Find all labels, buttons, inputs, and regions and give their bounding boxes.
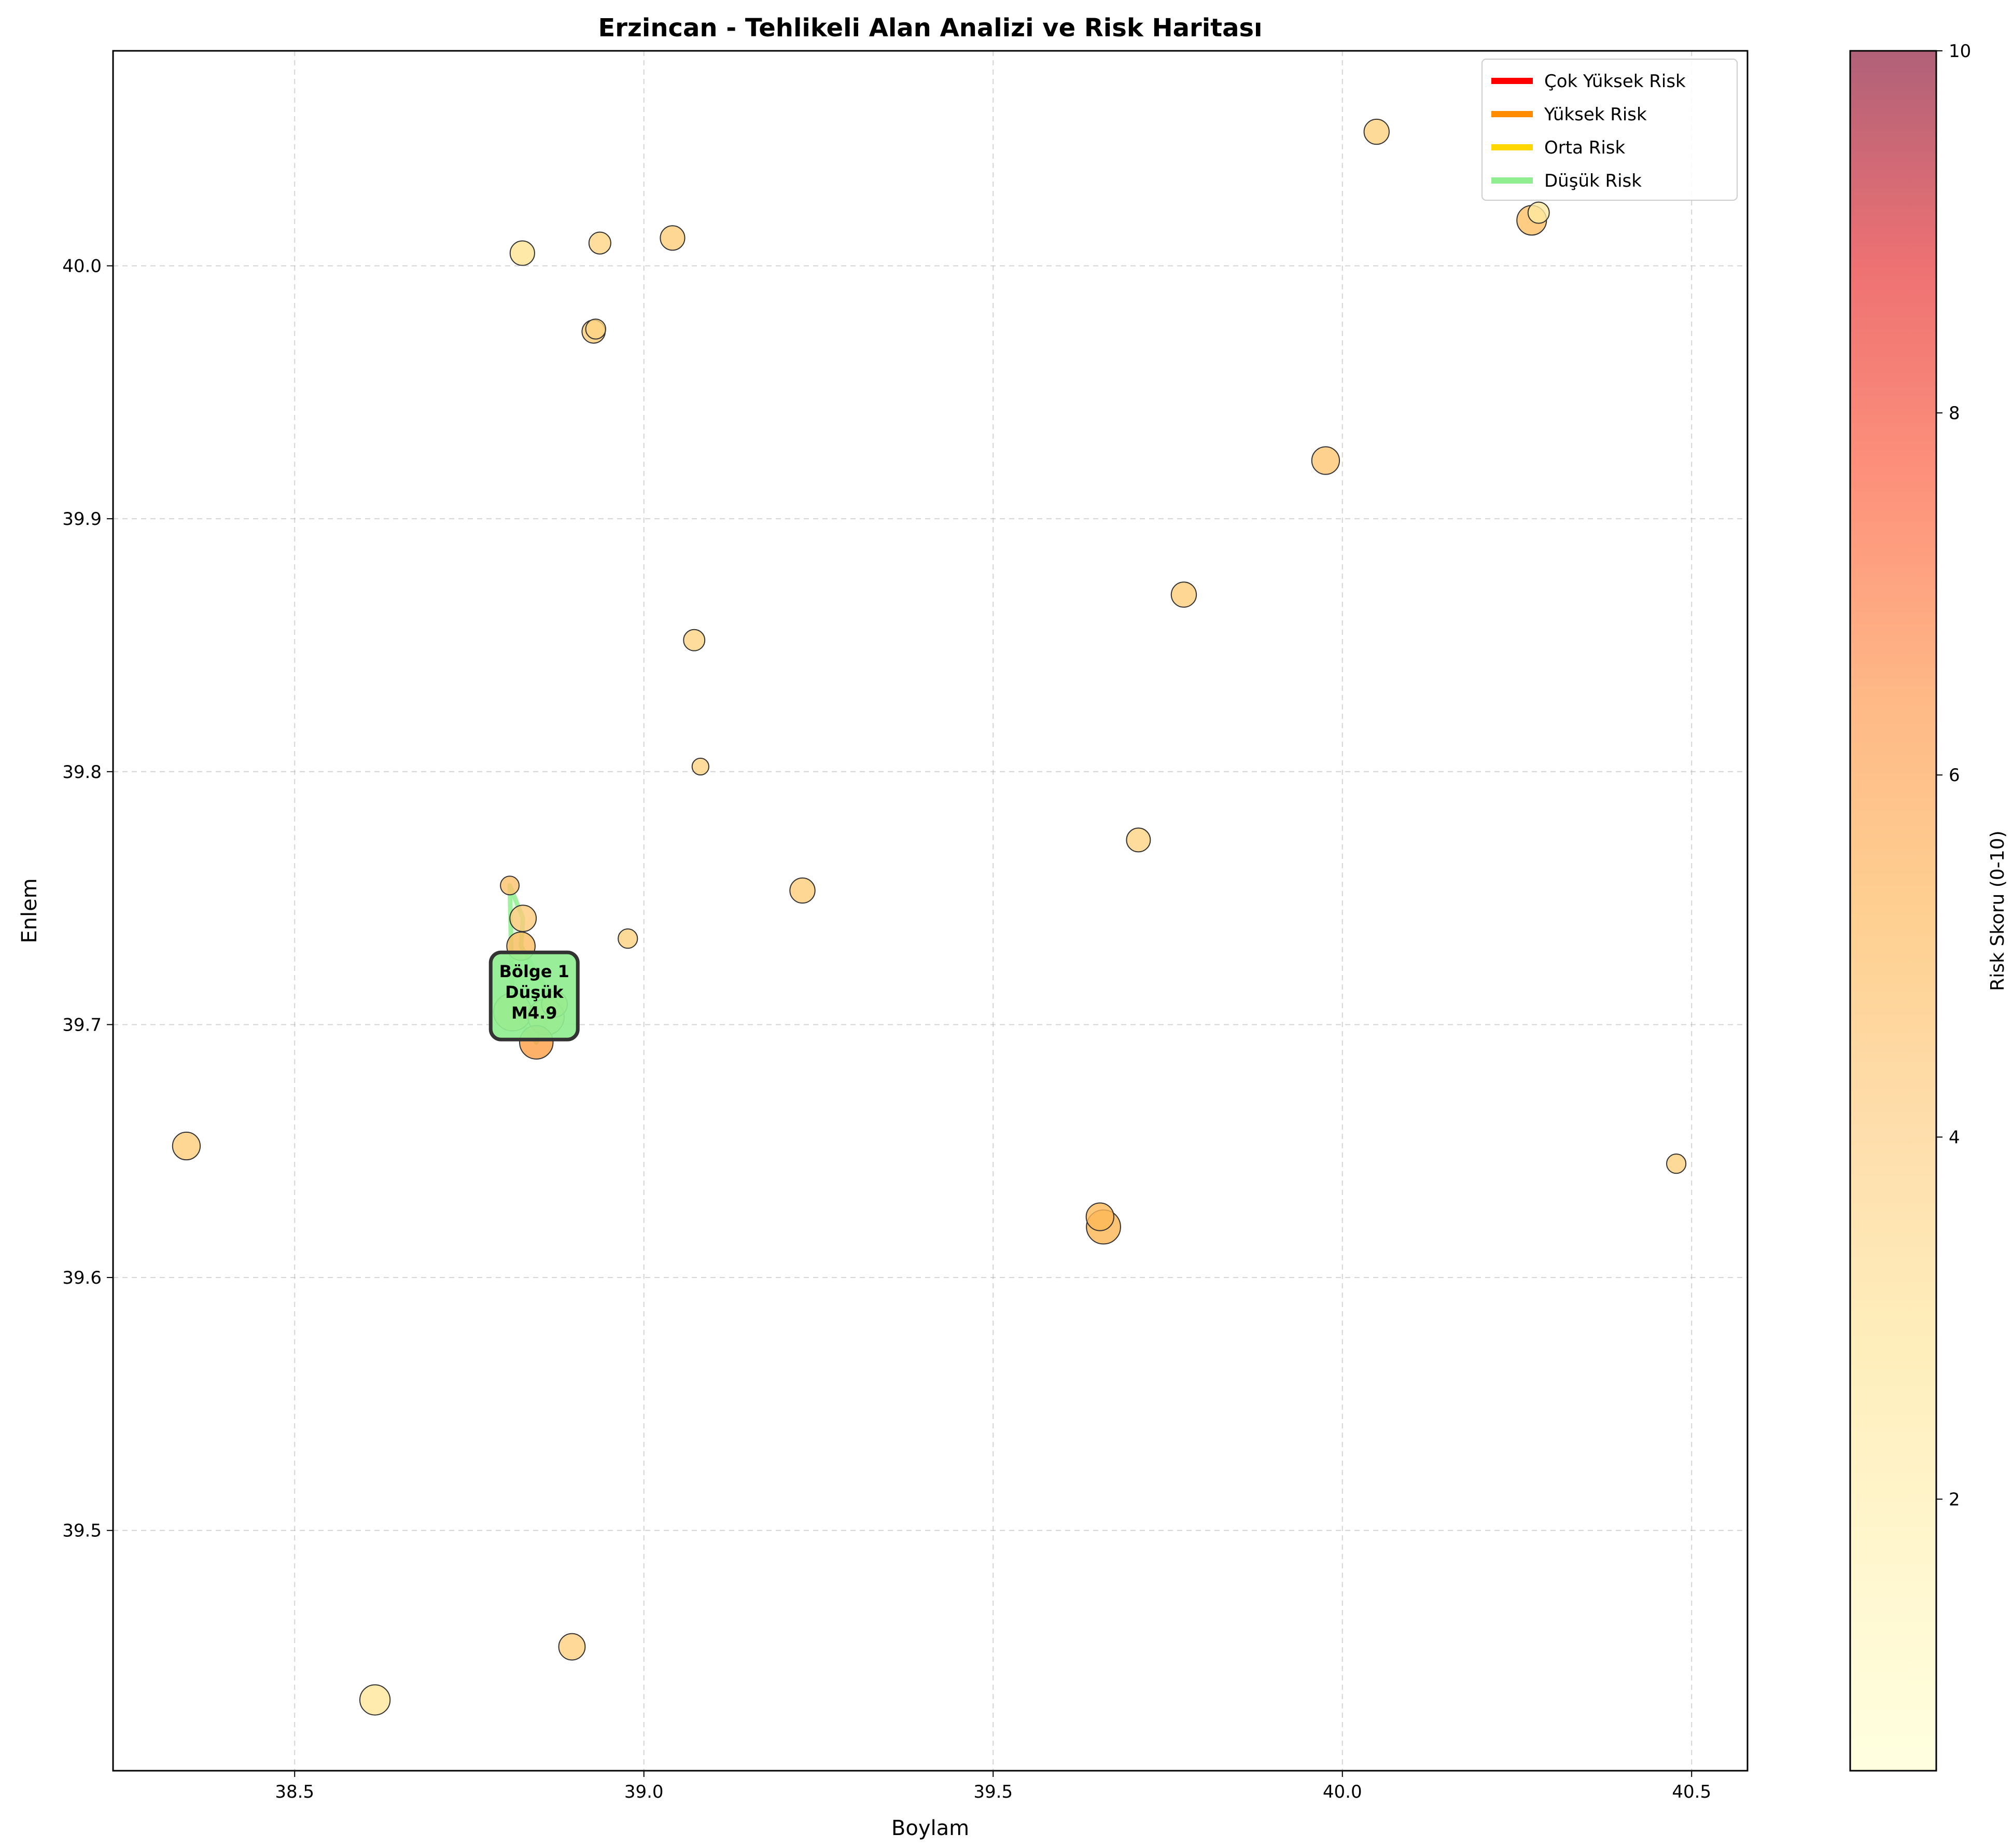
legend-label: Düşük Risk [1544,171,1642,191]
epicenter-point [1363,118,1390,145]
colorbar-tick-label: 10 [1949,41,1971,62]
epicenter-point [1311,446,1340,475]
legend-label: Yüksek Risk [1544,104,1647,125]
epicenter-point [1527,201,1550,224]
x-axis-ticks: 38.5 39.0 39.5 40.0 40.5 [275,1771,1711,1802]
x-tick-label: 40.5 [1672,1782,1711,1802]
y-axis-ticks: 39.5 39.6 39.7 39.8 39.9 40.0 [62,256,113,1541]
epicenter-point [172,1131,201,1161]
epicenter-point [1126,827,1151,853]
epicenter-point [1170,581,1197,608]
epicenter-point [789,877,816,904]
colorbar-ticks: 2 4 6 8 10 [1936,41,1971,1510]
y-tick-label: 40.0 [62,256,102,277]
epicenter-point [1666,1154,1687,1174]
y-axis-label: Enlem [18,878,41,943]
x-tick-label: 39.5 [973,1782,1013,1802]
x-axis-label: Boylam [891,1816,969,1840]
legend-label: Çok Yüksek Risk [1544,71,1686,92]
plot-background [113,51,1748,1771]
data-points [172,118,1687,1716]
x-tick-label: 40.0 [1323,1782,1362,1802]
zone-magnitude: M4.9 [511,1003,557,1023]
y-tick-label: 39.5 [62,1521,102,1541]
colorbar-tick-label: 2 [1949,1489,1960,1510]
zone-name: Bölge 1 [499,962,569,981]
colorbar-tick-label: 8 [1949,403,1960,424]
chart-title: Erzincan - Tehlikeli Alan Analizi ve Ris… [598,13,1263,43]
epicenter-point [585,318,607,340]
epicenter-point [588,231,611,255]
colorbar: 2 4 6 8 10 Risk Skoru (0-10) [1849,41,2008,1772]
y-tick-label: 39.6 [62,1268,102,1288]
colorbar-tick-label: 6 [1949,765,1960,786]
epicenter-point [509,240,535,266]
epicenter-point [500,876,520,896]
epicenter-point [683,629,706,651]
colorbar-label: Risk Skoru (0-10) [1987,830,2008,991]
epicenter-point [1085,1202,1114,1231]
epicenter-point [691,757,709,776]
x-tick-label: 39.0 [624,1782,664,1802]
y-tick-label: 39.8 [62,762,102,783]
epicenter-point [359,1684,391,1716]
legend-label: Orta Risk [1544,137,1625,158]
legend: Çok Yüksek Risk Yüksek Risk Orta Risk Düşük… [1481,59,1738,201]
y-tick-label: 39.7 [62,1015,102,1035]
colorbar-tick-label: 4 [1949,1127,1960,1148]
zone-risk-label: Düşük [505,982,564,1002]
epicenter-point [558,1633,586,1661]
plot-frame [112,50,1749,1772]
epicenter-point [618,928,638,949]
legend-frame [1481,59,1738,201]
grid-lines [113,51,1748,1771]
y-tick-label: 39.9 [62,509,102,530]
epicenter-point [509,905,537,933]
x-tick-label: 38.5 [275,1782,314,1802]
zone-label-box [488,950,580,1041]
colorbar-gradient [1849,50,1937,1772]
epicenter-point [660,225,686,251]
